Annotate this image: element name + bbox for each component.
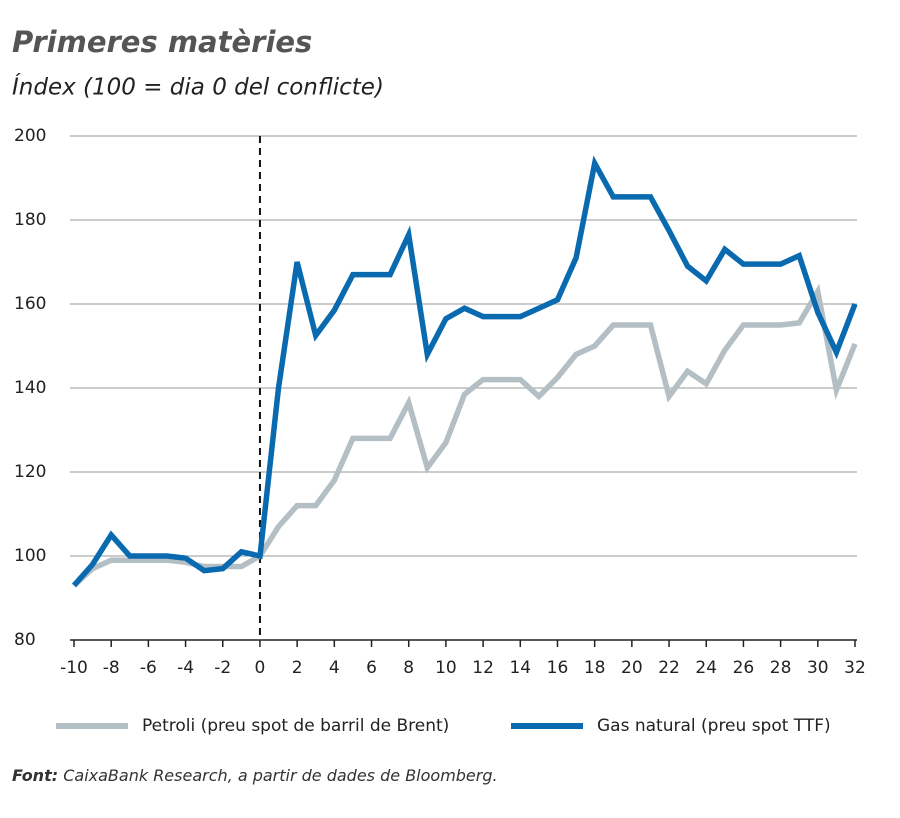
x-tick-label: -6 <box>140 658 157 678</box>
y-tick-label: 180 <box>14 210 46 230</box>
x-tick-label: 24 <box>695 658 717 678</box>
x-tick-label: 18 <box>584 658 606 678</box>
source-text: CaixaBank Research, a partir de dades de… <box>63 766 497 785</box>
x-tick-label: 26 <box>733 658 755 678</box>
data-line <box>72 283 858 588</box>
legend-label: Petroli (preu spot de barril de Brent) <box>142 716 449 736</box>
x-tick-label: 32 <box>844 658 866 678</box>
x-tick-label: 6 <box>366 658 377 678</box>
x-tick-label: 14 <box>509 658 531 678</box>
x-tick-label: 30 <box>807 658 829 678</box>
x-tick-label: 22 <box>658 658 680 678</box>
y-tick-label: 80 <box>14 630 36 650</box>
x-tick-label: -2 <box>214 658 231 678</box>
source-label: Font: <box>12 766 58 785</box>
y-tick-label: 100 <box>14 546 46 566</box>
x-tick-label: -8 <box>103 658 120 678</box>
x-tick-label: 8 <box>403 658 414 678</box>
data-line <box>71 155 858 588</box>
x-tick-label: 2 <box>292 658 303 678</box>
y-tick-label: 160 <box>14 294 46 314</box>
x-tick-label: 20 <box>621 658 643 678</box>
chart-subtitle: Índex (100 = dia 0 del conflicte) <box>12 73 384 101</box>
y-tick-label: 120 <box>14 462 46 482</box>
x-tick-label: 4 <box>329 658 340 678</box>
x-tick-label: 0 <box>255 658 266 678</box>
chart-title: Primeres matèries <box>12 25 312 59</box>
source: Font: CaixaBank Research, a partir de da… <box>12 766 498 785</box>
x-tick-label: -10 <box>60 658 88 678</box>
x-tick-label: 28 <box>770 658 792 678</box>
x-tick-label: 12 <box>472 658 494 678</box>
y-tick-label: 140 <box>14 378 46 398</box>
y-tick-label: 200 <box>14 126 46 146</box>
x-tick-label: 16 <box>547 658 569 678</box>
legend-label: Gas natural (preu spot TTF) <box>597 716 831 736</box>
x-tick-label: -4 <box>177 658 194 678</box>
x-tick-label: 10 <box>435 658 457 678</box>
